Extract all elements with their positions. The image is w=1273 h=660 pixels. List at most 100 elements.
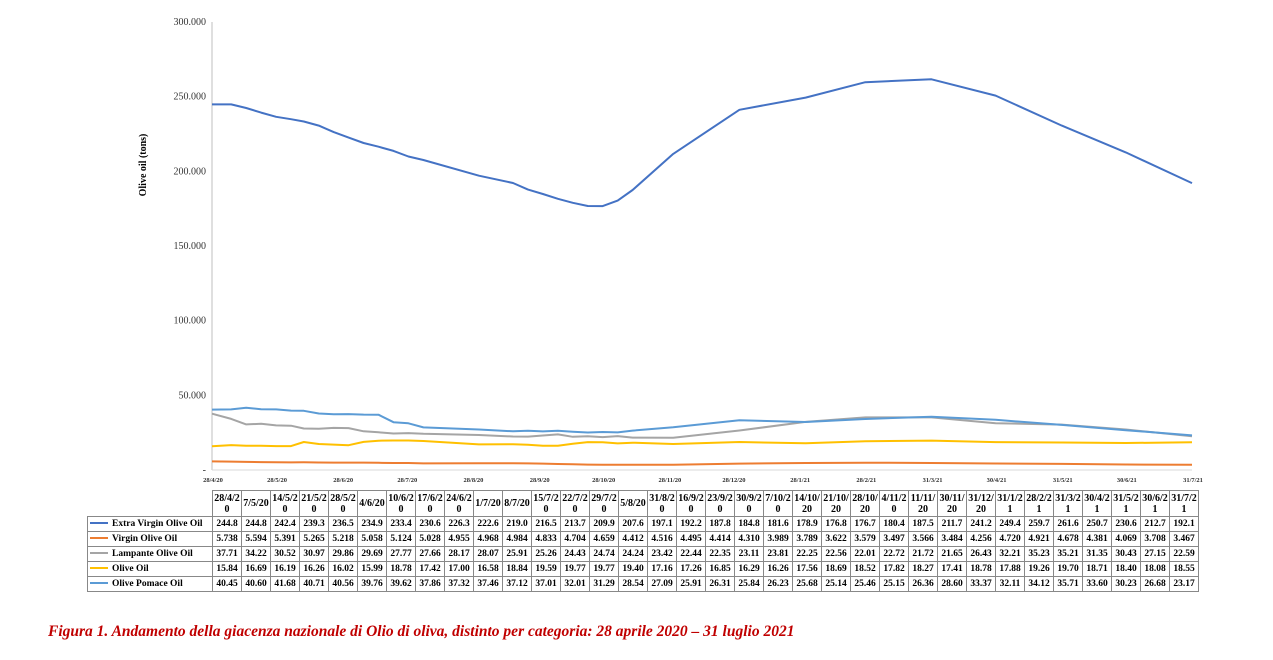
legend-swatch xyxy=(90,522,108,525)
table-cell: 17.42 xyxy=(415,561,445,577)
table-cell: 4.414 xyxy=(705,531,735,547)
table-cell: 17.56 xyxy=(792,561,822,577)
x-tick-label: 30/4/21 xyxy=(987,477,1007,484)
table-cell: 24.24 xyxy=(618,546,648,562)
table-date-header: 21/5/20 xyxy=(299,490,329,517)
table-cell: 32.11 xyxy=(995,576,1025,592)
x-tick-label: 28/6/20 xyxy=(333,477,353,484)
table-row: Lampante Olive Oil 37.71 34.22 30.52 30.97 29… xyxy=(87,546,1199,562)
table-cell: 176.8 xyxy=(821,516,851,532)
table-row: Virgin Olive Oil 5.738 5.594 5.391 5.265 5.21… xyxy=(87,531,1199,547)
table-date-header: 14/5/20 xyxy=(270,490,300,517)
table-date-header: 14/10/20 xyxy=(792,490,822,517)
table-cell: 40.60 xyxy=(241,576,271,592)
table-date-header: 8/7/20 xyxy=(502,490,532,517)
data-table: 28/4/20 7/5/20 14/5/20 21/5/20 28/5/20 4/6/20… xyxy=(87,490,1199,592)
table-cell: 25.91 xyxy=(676,576,706,592)
table-cell: 5.218 xyxy=(328,531,358,547)
y-axis: - 50.000 100.000 150.000 200.000 250.000 300.0… xyxy=(174,17,213,476)
table-cell: 244.8 xyxy=(212,516,242,532)
table-cell: 16.19 xyxy=(270,561,300,577)
table-cell: 40.56 xyxy=(328,576,358,592)
table-cell: 29.69 xyxy=(357,546,387,562)
table-cell: 18.78 xyxy=(386,561,416,577)
table-cell: 3.566 xyxy=(908,531,938,547)
table-cell: 28.17 xyxy=(444,546,474,562)
table-date-header: 28/5/20 xyxy=(328,490,358,517)
x-tick-label: 28/5/20 xyxy=(267,477,287,484)
series-name: Lampante Olive Oil xyxy=(112,548,193,559)
table-cell: 30.43 xyxy=(1111,546,1141,562)
table-cell: 18.52 xyxy=(850,561,880,577)
table-date-header: 31/7/21 xyxy=(1169,490,1199,517)
table-corner xyxy=(88,491,213,517)
table-cell: 250.7 xyxy=(1082,516,1112,532)
table-date-header: 30/9/20 xyxy=(734,490,764,517)
table-cell: 16.26 xyxy=(763,561,793,577)
table-cell: 35.71 xyxy=(1053,576,1083,592)
table-cell: 18.78 xyxy=(966,561,996,577)
table-cell: 178.9 xyxy=(792,516,822,532)
table-cell: 40.71 xyxy=(299,576,329,592)
y-tick-label: 50.000 xyxy=(179,390,207,401)
series-line-lampante-olive-oil xyxy=(211,412,1193,439)
table-cell: 16.69 xyxy=(241,561,271,577)
table-cell: 25.14 xyxy=(821,576,851,592)
table-cell: 4.921 xyxy=(1024,531,1054,547)
table-date-header: 4/6/20 xyxy=(357,490,387,517)
table-cell: 230.6 xyxy=(415,516,445,532)
table-cell: 26.43 xyxy=(966,546,996,562)
table-cell: 180.4 xyxy=(879,516,909,532)
table-cell: 5.594 xyxy=(241,531,271,547)
table-cell: 176.7 xyxy=(850,516,880,532)
table-cell: 21.65 xyxy=(937,546,967,562)
legend-swatch xyxy=(90,582,108,585)
table-cell: 18.71 xyxy=(1082,561,1112,577)
table-cell: 26.36 xyxy=(908,576,938,592)
table-cell: 4.256 xyxy=(966,531,996,547)
table-cell: 4.704 xyxy=(560,531,590,547)
table-cell: 216.5 xyxy=(531,516,561,532)
table-cell: 4.495 xyxy=(676,531,706,547)
table-date-header: 30/4/21 xyxy=(1082,490,1112,517)
table-cell: 192.2 xyxy=(676,516,706,532)
x-tick-label: 28/12/20 xyxy=(722,477,745,484)
table-date-header: 7/10/20 xyxy=(763,490,793,517)
table-cell: 17.82 xyxy=(879,561,909,577)
table-cell: 259.7 xyxy=(1024,516,1054,532)
table-cell: 4.968 xyxy=(473,531,503,547)
table-cell: 4.720 xyxy=(995,531,1025,547)
table-cell: 211.7 xyxy=(937,516,967,532)
table-cell: 16.26 xyxy=(299,561,329,577)
table-cell: 25.91 xyxy=(502,546,532,562)
y-tick-label: 200.000 xyxy=(174,166,207,177)
table-cell: 184.8 xyxy=(734,516,764,532)
table-cell: 4.678 xyxy=(1053,531,1083,547)
x-tick-label: 31/5/21 xyxy=(1053,477,1073,484)
table-cell: 242.4 xyxy=(270,516,300,532)
table-cell: 34.12 xyxy=(1024,576,1054,592)
legend-swatch xyxy=(90,567,108,570)
series-legend-cell: Olive Pomace Oil xyxy=(87,576,213,592)
y-tick-label: - xyxy=(203,465,206,476)
series-legend-cell: Olive Oil xyxy=(87,561,213,577)
table-date-header: 28/2/21 xyxy=(1024,490,1054,517)
table-cell: 15.99 xyxy=(357,561,387,577)
table-cell: 3.989 xyxy=(763,531,793,547)
table-cell: 22.56 xyxy=(821,546,851,562)
table-cell: 17.41 xyxy=(937,561,967,577)
table-date-header: 10/6/20 xyxy=(386,490,416,517)
table-cell: 187.8 xyxy=(705,516,735,532)
table-cell: 19.77 xyxy=(589,561,619,577)
table-cell: 233.4 xyxy=(386,516,416,532)
table-row: Extra Virgin Olive Oil 244.8 244.8 242.4 239… xyxy=(87,516,1199,532)
table-date-header: 17/6/20 xyxy=(415,490,445,517)
table-cell: 28.60 xyxy=(937,576,967,592)
series-line-olive-oil xyxy=(211,439,1193,448)
y-tick-label: 250.000 xyxy=(174,92,207,103)
table-date-header: 15/7/20 xyxy=(531,490,561,517)
table-cell: 19.77 xyxy=(560,561,590,577)
table-cell: 3.497 xyxy=(879,531,909,547)
table-cell: 37.01 xyxy=(531,576,561,592)
table-cell: 17.88 xyxy=(995,561,1025,577)
